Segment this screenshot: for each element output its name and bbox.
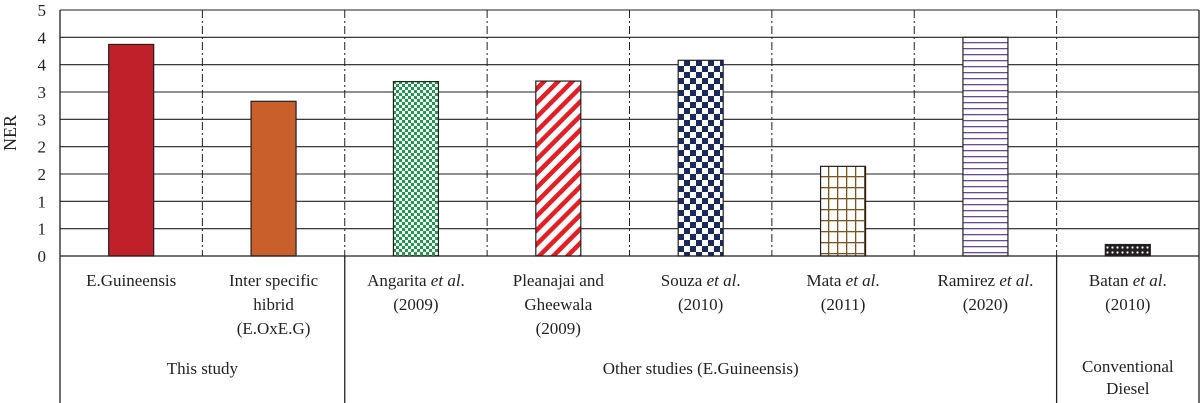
axes: 0 1 1 2 2 3 3 4 4 5	[38, 1, 1200, 403]
bar-angarita-2009	[392, 81, 440, 257]
category-label-mata-2011: Mata et al. (2011)	[806, 271, 879, 314]
y-tick-label: 2	[38, 138, 47, 157]
category-label-e-guineensis: E.Guineensis	[86, 271, 176, 290]
y-tick-label: 1	[38, 192, 47, 211]
y-tick-label: 2	[38, 165, 47, 184]
y-tick-label: 5	[38, 1, 47, 20]
category-separators	[201, 10, 1058, 256]
category-label-ramirez-2020: Ramirez et al. (2020)	[938, 271, 1034, 314]
bar-e-guineensis	[108, 43, 155, 257]
y-tick-label: 3	[38, 110, 47, 129]
category-label-batan-2010: Batan et al. (2010)	[1089, 271, 1167, 314]
y-tick-label: 3	[38, 83, 47, 102]
y-tick-label: 4	[38, 28, 47, 47]
category-labels: E.Guineensis Inter specific hibrid (E.OxE.G…	[86, 256, 1174, 403]
category-label-angarita-2009: Angarita et al. (2009)	[367, 271, 465, 314]
bar-inter-specific-hybrid	[250, 100, 297, 257]
group-label: Other studies (E.Guineensis)	[603, 359, 799, 378]
y-tick-label: 1	[38, 220, 47, 239]
y-tick-label: 0	[38, 247, 47, 266]
bars	[108, 36, 1151, 257]
y-axis-label: NER	[0, 115, 20, 151]
bar-ramirez-2020	[962, 36, 1009, 257]
bar-mata-2011	[819, 165, 867, 257]
category-label-pleanajai-gheewala-2009: Pleanajai and Gheewala (2009)	[513, 271, 605, 338]
y-tick-label: 4	[38, 56, 47, 75]
bar-batan-2010	[1104, 243, 1151, 257]
group-label: Conventional Diesel	[1082, 357, 1174, 398]
category-label-inter-specific-hybrid: Inter specific hibrid (E.OxE.G)	[229, 271, 319, 338]
bar-pleanajai-gheewala-2009	[535, 80, 582, 257]
bar-souza-2010	[677, 59, 724, 257]
category-label-souza-2010: Souza et al. (2010)	[661, 271, 741, 314]
group-label: This study	[167, 359, 239, 378]
